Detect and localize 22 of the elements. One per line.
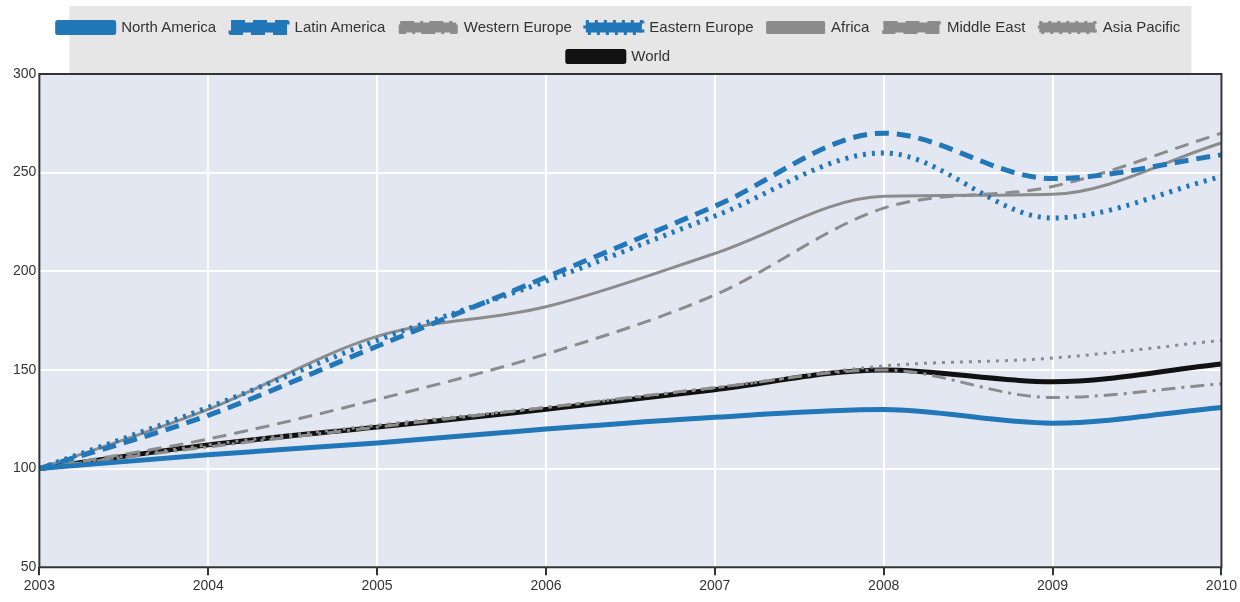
x-tick-label: 2008 [868,577,900,594]
legend-label: Asia Pacific [1102,17,1181,35]
legend-label: Middle East [946,17,1027,35]
legend-label: Africa [831,17,871,35]
y-tick-label: 100 [13,459,37,476]
legend-label: Western Europe [463,17,572,35]
y-tick-label: 250 [13,163,37,180]
x-tick-label: 2009 [1036,577,1069,594]
legend-label: Eastern Europe [649,17,754,35]
x-tick-label: 2006 [530,577,562,594]
y-tick-label: 300 [13,64,37,81]
y-tick-label: 50 [20,558,37,575]
y-tick-label: 200 [13,262,37,279]
x-tick-label: 2005 [361,577,393,594]
x-tick-label: 2003 [23,577,56,594]
x-tick-label: 2007 [699,577,731,594]
y-tick-label: 150 [13,360,37,377]
x-tick-label: 2010 [1205,577,1238,594]
legend-label: Latin America [294,17,387,35]
legend-label: North America [121,17,217,35]
legend-label: World [631,46,671,64]
x-tick-label: 2004 [192,577,225,594]
